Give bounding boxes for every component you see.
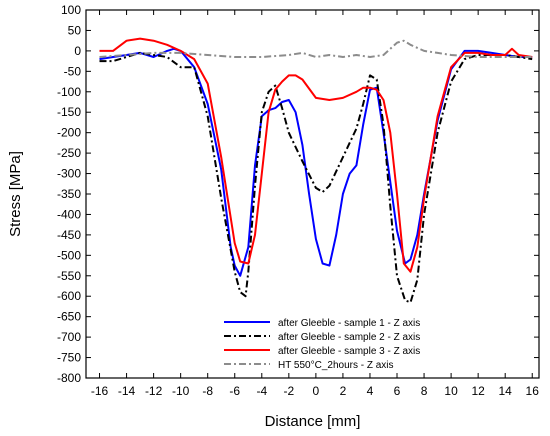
y-tick-label: -800 [57, 371, 81, 385]
y-tick-label: 50 [68, 23, 82, 37]
y-tick-label: -500 [57, 248, 81, 262]
legend-label-4: HT 550°C_2hours - Z axis [278, 360, 394, 371]
x-tick-label: 4 [367, 384, 374, 398]
legend-label-3: after Gleeble - sample 3 - Z axis [278, 346, 420, 357]
y-tick-label: -150 [57, 105, 81, 119]
y-tick-label: -550 [57, 269, 81, 283]
x-tick-label: -10 [172, 384, 190, 398]
y-tick-label: -250 [57, 146, 81, 160]
y-tick-label: -50 [64, 64, 82, 78]
y-tick-label: -600 [57, 289, 81, 303]
x-tick-label: 8 [421, 384, 428, 398]
y-tick-label: 0 [74, 44, 81, 58]
y-tick-label: -300 [57, 167, 81, 181]
x-tick-label: -8 [202, 384, 213, 398]
x-tick-label: 2 [340, 384, 347, 398]
y-tick-label: -700 [57, 330, 81, 344]
y-tick-label: -350 [57, 187, 81, 201]
x-tick-label: -4 [256, 384, 267, 398]
y-tick-label: -750 [57, 351, 81, 365]
x-tick-label: -12 [145, 384, 163, 398]
x-tick-label: -16 [91, 384, 109, 398]
y-tick-label: -650 [57, 310, 81, 324]
x-tick-label: 0 [313, 384, 320, 398]
legend-label-1: after Gleeble - sample 1 - Z axis [278, 318, 420, 329]
series-line-4 [99, 39, 533, 58]
y-tick-label: -100 [57, 85, 81, 99]
x-tick-label: 6 [394, 384, 401, 398]
series-layer [99, 37, 533, 304]
y-tick-label: -200 [57, 126, 81, 140]
x-tick-label: 12 [471, 384, 485, 398]
x-tick-label: 14 [499, 384, 513, 398]
x-tick-label: -6 [229, 384, 240, 398]
series-line-2 [99, 51, 533, 304]
x-tick-label: 10 [444, 384, 458, 398]
ticks-layer: -16 -14 -12 -10 -8 -6 -4 -2 0 2 4 6 8 10 12 14 16 100 50 0 -… [57, 3, 539, 398]
y-tick-label: -450 [57, 228, 81, 242]
x-tick-label: -14 [118, 384, 136, 398]
series-line-1 [99, 47, 533, 277]
y-tick-label: 100 [61, 3, 81, 17]
y-tick-label: -400 [57, 207, 81, 221]
x-tick-label: 16 [526, 384, 540, 398]
y-axis-title: Stress [MPa] [7, 151, 24, 237]
series-line-3 [99, 37, 533, 273]
legend: after Gleeble - sample 1 - Z axis after G… [224, 318, 420, 371]
x-tick-label: -2 [283, 384, 294, 398]
x-axis-title: Distance [mm] [265, 413, 361, 430]
legend-label-2: after Gleeble - sample 2 - Z axis [278, 332, 420, 343]
